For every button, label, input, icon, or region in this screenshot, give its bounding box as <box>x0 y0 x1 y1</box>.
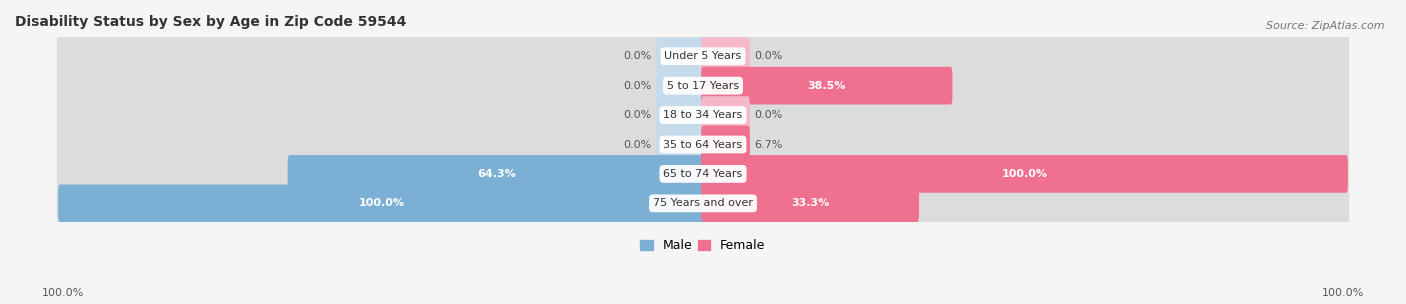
Text: 100.0%: 100.0% <box>42 288 84 298</box>
FancyBboxPatch shape <box>702 37 749 75</box>
FancyBboxPatch shape <box>702 155 1348 193</box>
Text: 18 to 34 Years: 18 to 34 Years <box>664 110 742 120</box>
FancyBboxPatch shape <box>702 96 749 134</box>
Text: Source: ZipAtlas.com: Source: ZipAtlas.com <box>1267 21 1385 31</box>
Text: 100.0%: 100.0% <box>359 198 405 208</box>
FancyBboxPatch shape <box>657 96 704 134</box>
FancyBboxPatch shape <box>657 126 704 163</box>
Text: 65 to 74 Years: 65 to 74 Years <box>664 169 742 179</box>
FancyBboxPatch shape <box>288 155 704 193</box>
FancyBboxPatch shape <box>657 67 704 105</box>
Text: 100.0%: 100.0% <box>1001 169 1047 179</box>
Text: 0.0%: 0.0% <box>755 51 783 61</box>
Text: 0.0%: 0.0% <box>623 51 651 61</box>
FancyBboxPatch shape <box>56 32 1350 81</box>
Text: Disability Status by Sex by Age in Zip Code 59544: Disability Status by Sex by Age in Zip C… <box>15 15 406 29</box>
FancyBboxPatch shape <box>56 120 1350 169</box>
Text: 0.0%: 0.0% <box>623 110 651 120</box>
FancyBboxPatch shape <box>702 185 920 222</box>
FancyBboxPatch shape <box>702 67 952 105</box>
Text: 35 to 64 Years: 35 to 64 Years <box>664 140 742 150</box>
FancyBboxPatch shape <box>56 90 1350 140</box>
FancyBboxPatch shape <box>58 185 704 222</box>
Text: 33.3%: 33.3% <box>792 198 830 208</box>
FancyBboxPatch shape <box>657 37 704 75</box>
Text: 5 to 17 Years: 5 to 17 Years <box>666 81 740 91</box>
Text: 0.0%: 0.0% <box>623 81 651 91</box>
Legend: Male, Female: Male, Female <box>636 234 770 257</box>
Text: 0.0%: 0.0% <box>623 140 651 150</box>
FancyBboxPatch shape <box>56 179 1350 228</box>
Text: 6.7%: 6.7% <box>755 140 783 150</box>
FancyBboxPatch shape <box>56 61 1350 110</box>
Text: 64.3%: 64.3% <box>477 169 516 179</box>
FancyBboxPatch shape <box>702 126 749 163</box>
FancyBboxPatch shape <box>56 149 1350 199</box>
Text: Under 5 Years: Under 5 Years <box>665 51 741 61</box>
Text: 0.0%: 0.0% <box>755 110 783 120</box>
Text: 100.0%: 100.0% <box>1322 288 1364 298</box>
Text: 38.5%: 38.5% <box>807 81 846 91</box>
Text: 75 Years and over: 75 Years and over <box>652 198 754 208</box>
